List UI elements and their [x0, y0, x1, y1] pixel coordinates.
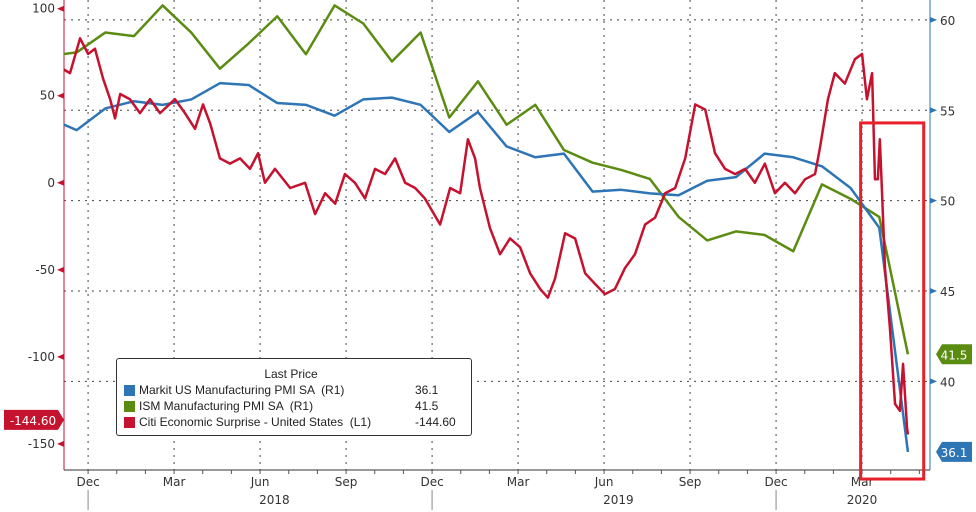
year-label: 2018 [259, 493, 290, 507]
legend-label: Citi Economic Surprise - United States (… [139, 415, 372, 429]
legend-label: Markit US Manufacturing PMI SA (R1) [139, 383, 345, 397]
left-tick-label: 0 [47, 176, 55, 190]
series-citi-surprise [64, 37, 910, 435]
right-tick-label: 55 [940, 104, 955, 118]
x-tick-label: Dec [764, 475, 787, 489]
left-tick-label: -50 [35, 263, 55, 277]
series-markit-pmi [64, 81, 910, 453]
left-tick-label: 50 [40, 89, 55, 103]
right-tick-mark [930, 288, 937, 295]
left-tick-label: -150 [28, 437, 55, 451]
highlight-box [859, 121, 926, 481]
x-tick-label: Mar [507, 475, 530, 489]
last-value-tag-markit: 36.1 [941, 446, 968, 460]
last-value-tag-markit-bg [936, 441, 972, 462]
right-tick-mark [930, 197, 937, 204]
x-tick-label: Jun [250, 475, 270, 489]
left-tick-mark [57, 266, 64, 273]
year-label: 2019 [603, 493, 634, 507]
right-tick-label: 60 [940, 14, 955, 28]
last-value-tag-citi-bg [4, 409, 64, 430]
legend: Last Price Markit US Manufacturing PMI S… [116, 358, 472, 436]
x-tick-label: Dec [76, 475, 99, 489]
legend-value: 36.1 [415, 383, 439, 397]
plot-area [64, 4, 910, 453]
series-ism-pmi [64, 4, 910, 355]
right-tick-mark [930, 16, 937, 23]
last-value-tag-ism-bg [936, 344, 972, 365]
left-tick-mark [57, 179, 64, 186]
x-tick-label: Dec [420, 475, 443, 489]
last-value-tag-citi: -144.60 [10, 414, 56, 428]
left-tick-label: 100 [32, 2, 55, 16]
left-tick-mark [57, 5, 64, 12]
legend-swatch-red [124, 416, 135, 428]
legend-label: ISM Manufacturing PMI SA (R1) [139, 399, 314, 413]
year-label: 2020 [847, 493, 878, 507]
right-tick-label: 40 [940, 375, 955, 389]
left-tick-mark [57, 353, 64, 360]
left-tick-mark [57, 440, 64, 447]
legend-title: Last Price [264, 367, 318, 381]
legend-item-markit: Markit US Manufacturing PMI SA (R1) 36.1 [117, 382, 465, 398]
last-value-tag-ism: 41.5 [941, 348, 968, 362]
legend-swatch-blue [124, 384, 135, 396]
x-tick-label: Mar [163, 475, 186, 489]
right-tick-mark [930, 107, 937, 114]
right-tick-label: 50 [940, 195, 955, 209]
legend-value: 41.5 [415, 399, 439, 413]
legend-value: -144.60 [415, 415, 456, 429]
right-tick-label: 45 [940, 285, 955, 299]
x-tick-label: Jun [594, 475, 614, 489]
x-tick-label: Sep [679, 475, 702, 489]
x-tick-label: Sep [335, 475, 358, 489]
legend-swatch-green [124, 400, 135, 412]
right-tick-mark [930, 378, 937, 385]
legend-item-citi: Citi Economic Surprise - United States (… [117, 414, 465, 430]
legend-item-ism: ISM Manufacturing PMI SA (R1) 41.5 [117, 398, 465, 414]
left-tick-label: -100 [28, 350, 55, 364]
left-tick-mark [57, 92, 64, 99]
